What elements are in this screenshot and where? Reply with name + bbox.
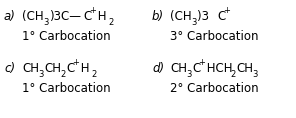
Text: b): b) — [152, 10, 164, 23]
Text: HCH: HCH — [203, 62, 232, 75]
Text: CH: CH — [236, 62, 253, 75]
Text: 3: 3 — [252, 70, 258, 79]
Text: 2° Carbocation: 2° Carbocation — [170, 82, 259, 95]
Text: 3: 3 — [38, 70, 44, 79]
Text: c): c) — [4, 62, 15, 75]
Text: C: C — [192, 62, 200, 75]
Text: +: + — [89, 6, 96, 15]
Text: 3: 3 — [191, 18, 196, 27]
Text: 3: 3 — [43, 18, 48, 27]
Text: +: + — [223, 6, 230, 15]
Text: CH: CH — [170, 62, 187, 75]
Text: d): d) — [152, 62, 164, 75]
Text: 1° Carbocation: 1° Carbocation — [22, 30, 111, 43]
Text: +: + — [72, 58, 79, 67]
Text: H: H — [77, 62, 89, 75]
Text: CH: CH — [22, 62, 39, 75]
Text: a): a) — [4, 10, 16, 23]
Text: +: + — [198, 58, 205, 67]
Text: H: H — [94, 10, 107, 23]
Text: 3: 3 — [186, 70, 192, 79]
Text: C: C — [66, 62, 74, 75]
Text: (CH: (CH — [170, 10, 192, 23]
Text: )3C—: )3C— — [49, 10, 81, 23]
Text: )3: )3 — [197, 10, 213, 23]
Text: 2: 2 — [60, 70, 65, 79]
Text: 2: 2 — [108, 18, 113, 27]
Text: CH: CH — [44, 62, 61, 75]
Text: C: C — [83, 10, 91, 23]
Text: 2: 2 — [230, 70, 235, 79]
Text: 3° Carbocation: 3° Carbocation — [170, 30, 258, 43]
Text: C: C — [217, 10, 225, 23]
Text: 1° Carbocation: 1° Carbocation — [22, 82, 111, 95]
Text: (CH: (CH — [22, 10, 44, 23]
Text: 2: 2 — [91, 70, 96, 79]
